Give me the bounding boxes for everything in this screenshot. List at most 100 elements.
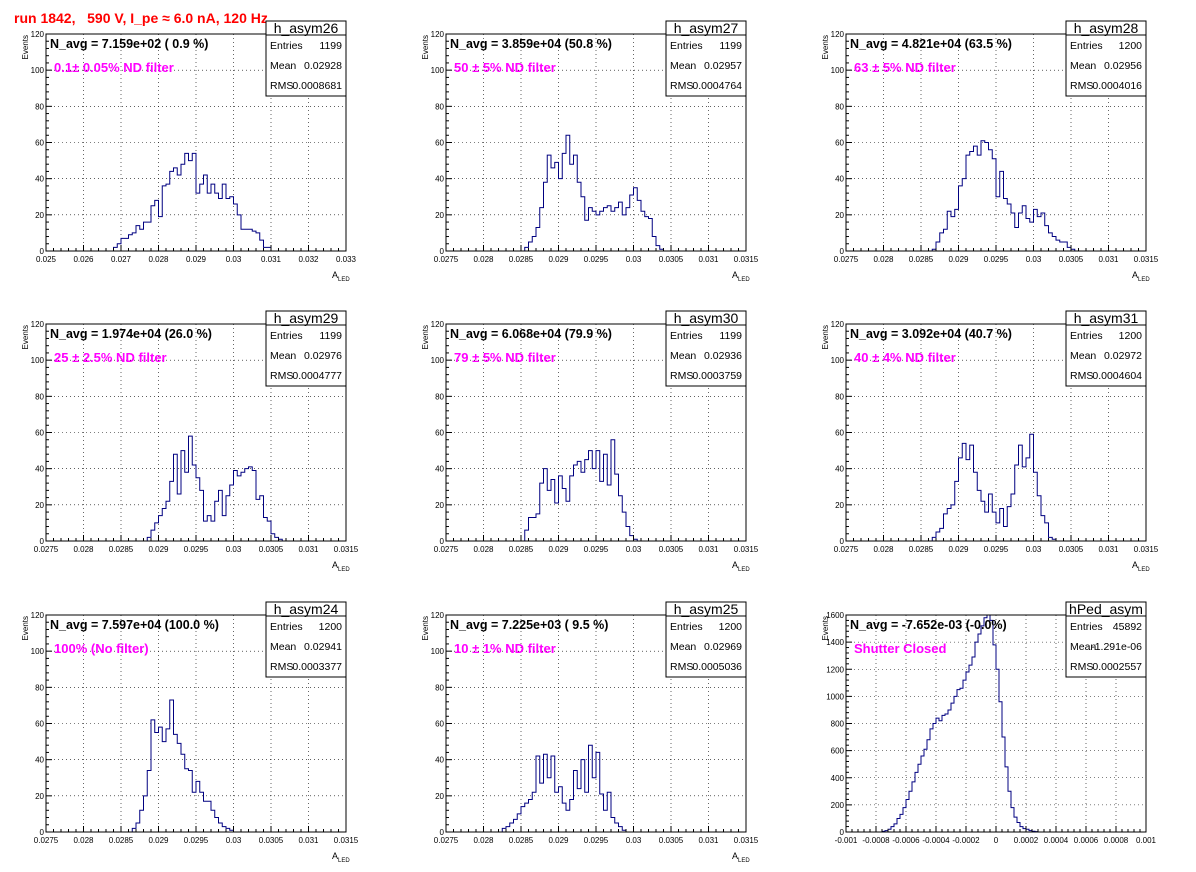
y-tick-label: 20 [35,792,44,801]
x-tick-label: 0.029 [948,545,969,554]
stats-key-rms: RMS [1070,80,1093,92]
x-tick-label: 0.03 [226,836,242,845]
stats-key-entries: Entries [270,40,303,52]
histogram-outline [131,699,238,833]
histogram-outline [501,744,630,833]
x-tick-label: 0.031 [1098,255,1119,264]
stats-histogram-name: h_asym27 [674,20,739,36]
x-tick-label: 0.029 [148,545,169,554]
y-tick-label: 0 [440,828,445,837]
x-tick-label: 0.0275 [434,255,459,264]
x-tick-label: 0.0315 [734,545,759,554]
y-tick-label: 20 [435,501,444,510]
x-tick-label: 0 [994,836,999,845]
y-tick-label: 80 [835,392,844,401]
x-tick-label: 0.031 [698,836,719,845]
stats-value-mean: 0.02957 [704,60,742,72]
stats-histogram-name: h_asym24 [274,601,339,617]
y-tick-label: 0 [40,247,45,256]
x-tick-label: 0.0275 [434,836,459,845]
y-tick-label: 80 [435,392,444,401]
histogram-panel-h_asym31: 0.0275 0.028 0.0285 0.029 0.0295 0.03 0.0305 0.… [821,310,1159,573]
x-tick-label: 0.0285 [909,255,934,264]
stats-box [665,20,747,97]
x-tick-label: -0.001 [835,836,858,845]
x-tick-label: 0.0305 [659,545,684,554]
y-tick-label: 120 [31,611,45,620]
filter-annotation: 100% (No filter) [54,641,149,656]
y-tick-label: 20 [835,211,844,220]
stats-histogram-name: hPed_asym [1069,601,1143,617]
filter-annotation: 63 ± 5% ND filter [854,60,956,75]
x-tick-label: 0.0285 [909,545,934,554]
x-tick-label: 0.031 [698,545,719,554]
histogram-panel-h_asym27: 0.0275 0.028 0.0285 0.029 0.0295 0.03 0.0305 0.… [421,20,759,283]
y-tick-label: 1600 [826,611,844,620]
y-tick-label: 40 [435,465,444,474]
x-tick-label: 0.0305 [1059,255,1084,264]
stats-value-rms: 0.0004604 [1092,370,1142,382]
stats-value-mean: -1.291e-06 [1091,641,1142,653]
stats-box [265,601,347,678]
stats-key-mean: Mean [1070,350,1096,362]
x-tick-label: -0.0002 [952,836,980,845]
filter-annotation: 50 ± 5% ND filter [454,60,556,75]
x-tick-label: 0.03 [626,836,642,845]
y-tick-label: 40 [435,175,444,184]
stats-value-entries: 45892 [1113,621,1142,633]
y-tick-label: 120 [831,320,845,329]
x-tick-label: 0.0295 [984,255,1009,264]
x-tick-label: 0.025 [36,255,57,264]
y-tick-label: 1200 [826,665,844,674]
n-avg-header: N_avg = 7.597e+04 (100.0 %) [50,618,219,632]
y-tick-label: 80 [435,683,444,692]
x-axis-title: ALED [1132,560,1150,573]
stats-value-entries: 1199 [319,40,342,52]
x-tick-label: 0.029 [948,255,969,264]
stats-value-entries: 1199 [719,40,742,52]
x-tick-label: 0.03 [626,545,642,554]
y-axis-title: Events [421,35,430,59]
stats-key-rms: RMS [270,370,293,382]
stats-value-rms: 0.0003759 [692,370,742,382]
x-tick-label: 0.0315 [334,545,359,554]
y-axis-title: Events [821,616,830,640]
stats-value-entries: 1200 [1119,330,1143,342]
stats-histogram-name: h_asym31 [1074,310,1139,326]
filter-annotation: 79 ± 5% ND filter [454,350,556,365]
stats-key-entries: Entries [1070,40,1103,52]
filter-annotation: 0.1± 0.05% ND filter [54,60,174,75]
stats-box [1065,310,1147,387]
stats-box [265,310,347,387]
y-tick-label: 40 [35,465,44,474]
stats-key-entries: Entries [1070,330,1103,342]
x-axis-title: ALED [732,560,750,573]
x-tick-label: 0.031 [698,255,719,264]
y-tick-label: 40 [835,465,844,474]
y-tick-label: 80 [835,102,844,111]
x-tick-label: 0.028 [73,545,94,554]
histogram-outline [931,433,1060,542]
y-tick-label: 80 [35,102,44,111]
x-tick-label: 0.0275 [834,255,859,264]
stats-value-rms: 0.0004764 [692,80,742,92]
stats-value-entries: 1200 [319,621,343,633]
filter-annotation: 10 ± 1% ND filter [454,641,556,656]
stats-key-mean: Mean [1070,641,1096,653]
histogram-panel-h_asym29: 0.0275 0.028 0.0285 0.029 0.0295 0.03 0.0305 0.… [21,310,359,573]
x-tick-label: 0.032 [298,255,319,264]
histogram-panel-h_asym25: 0.0275 0.028 0.0285 0.029 0.0295 0.03 0.0305 0.… [421,601,759,864]
x-tick-label: 0.028 [473,255,494,264]
x-tick-label: 0.027 [111,255,132,264]
stats-histogram-name: h_asym29 [274,310,339,326]
y-axis-title: Events [421,325,430,349]
y-tick-label: 40 [35,756,44,765]
y-tick-label: 100 [31,647,45,656]
x-tick-label: 0.0008 [1104,836,1129,845]
x-tick-label: 0.029 [548,545,569,554]
x-tick-label: 0.0285 [109,836,134,845]
y-tick-label: 80 [435,102,444,111]
y-tick-label: 100 [831,66,845,75]
x-tick-label: 0.0315 [1134,255,1159,264]
x-tick-label: 0.029 [548,836,569,845]
